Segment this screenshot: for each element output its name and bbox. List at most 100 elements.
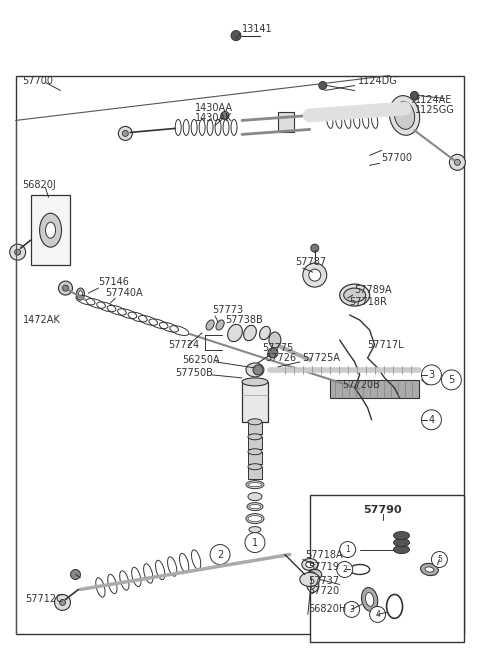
Text: 57717L: 57717L [368,340,404,350]
Text: 5: 5 [437,555,442,564]
Bar [330,380,420,398]
Text: 4: 4 [428,415,434,425]
Ellipse shape [310,581,315,588]
Ellipse shape [246,480,264,489]
Text: 2: 2 [342,565,347,574]
Circle shape [344,602,360,617]
Ellipse shape [394,546,409,554]
Circle shape [311,244,319,252]
Text: 1430AK: 1430AK [195,113,233,123]
Circle shape [253,365,263,375]
Bar [310,495,464,643]
Circle shape [71,569,81,579]
Bar [242,382,268,422]
Circle shape [340,542,356,558]
Ellipse shape [206,320,214,330]
Circle shape [421,410,442,430]
Ellipse shape [395,101,415,129]
Text: 57790: 57790 [363,505,402,515]
Ellipse shape [248,482,262,486]
Text: 57700: 57700 [382,154,413,163]
Text: 3: 3 [428,370,434,380]
Ellipse shape [344,288,366,302]
Circle shape [336,561,353,577]
Bar [248,451,262,464]
Circle shape [421,365,442,385]
Text: 57750B: 57750B [175,368,213,378]
Ellipse shape [260,326,270,339]
Text: 57726: 57726 [265,353,296,363]
Circle shape [309,269,321,281]
Ellipse shape [228,324,242,341]
Circle shape [268,348,278,358]
Text: 57700: 57700 [23,76,54,86]
Ellipse shape [365,592,374,606]
Bar [248,422,262,434]
Text: 5: 5 [448,375,455,385]
Text: 56820H: 56820H [308,604,346,614]
Text: 57775: 57775 [262,343,293,353]
Ellipse shape [307,577,319,592]
Ellipse shape [248,434,262,440]
Text: 57719: 57719 [308,563,339,573]
Bar [16,76,464,635]
Text: 13141: 13141 [242,24,273,34]
Ellipse shape [308,569,322,579]
Text: 3: 3 [349,605,354,614]
Bar [248,467,262,478]
Text: 57712C: 57712C [25,594,63,604]
Circle shape [60,600,65,606]
Bar [278,113,294,132]
Text: 1124DG: 1124DG [358,76,397,86]
Text: 57718R: 57718R [350,297,387,307]
Bar [248,437,262,449]
Text: 57146: 57146 [98,277,129,287]
Text: 57737: 57737 [308,577,339,587]
Text: 1125GG: 1125GG [415,105,454,115]
Circle shape [10,244,25,260]
Ellipse shape [248,419,262,425]
Circle shape [442,370,461,390]
Text: 2: 2 [217,550,223,559]
Ellipse shape [248,449,262,455]
Ellipse shape [394,538,409,546]
Text: 57718A: 57718A [305,550,342,559]
Circle shape [245,532,265,552]
Text: 57738B: 57738B [225,315,263,325]
Ellipse shape [246,363,264,377]
Ellipse shape [39,214,61,247]
Text: 4: 4 [375,610,380,619]
Ellipse shape [361,588,378,612]
Text: 1: 1 [345,545,350,554]
Text: 57724: 57724 [168,340,199,350]
Circle shape [432,552,447,567]
Circle shape [231,30,241,41]
Ellipse shape [389,96,420,135]
Text: 57773: 57773 [212,305,243,315]
Circle shape [210,544,230,565]
Circle shape [62,285,69,291]
Circle shape [221,111,229,119]
Ellipse shape [248,515,262,521]
Text: 1430AA: 1430AA [195,103,233,113]
Ellipse shape [242,378,268,386]
Circle shape [410,92,419,100]
Circle shape [15,249,21,255]
Ellipse shape [248,493,262,501]
Text: 57789A: 57789A [355,285,392,295]
Circle shape [303,263,327,287]
Text: 57787: 57787 [295,257,326,267]
Ellipse shape [425,567,434,572]
Circle shape [370,606,385,622]
Ellipse shape [306,561,314,567]
Ellipse shape [269,332,281,348]
Ellipse shape [420,563,438,575]
Ellipse shape [394,532,409,540]
Text: 57720: 57720 [308,587,339,596]
Ellipse shape [76,288,84,300]
Text: 57720B: 57720B [342,380,380,390]
Text: 57740A: 57740A [106,288,143,298]
Ellipse shape [340,284,370,306]
Circle shape [319,82,327,90]
Ellipse shape [247,503,263,511]
